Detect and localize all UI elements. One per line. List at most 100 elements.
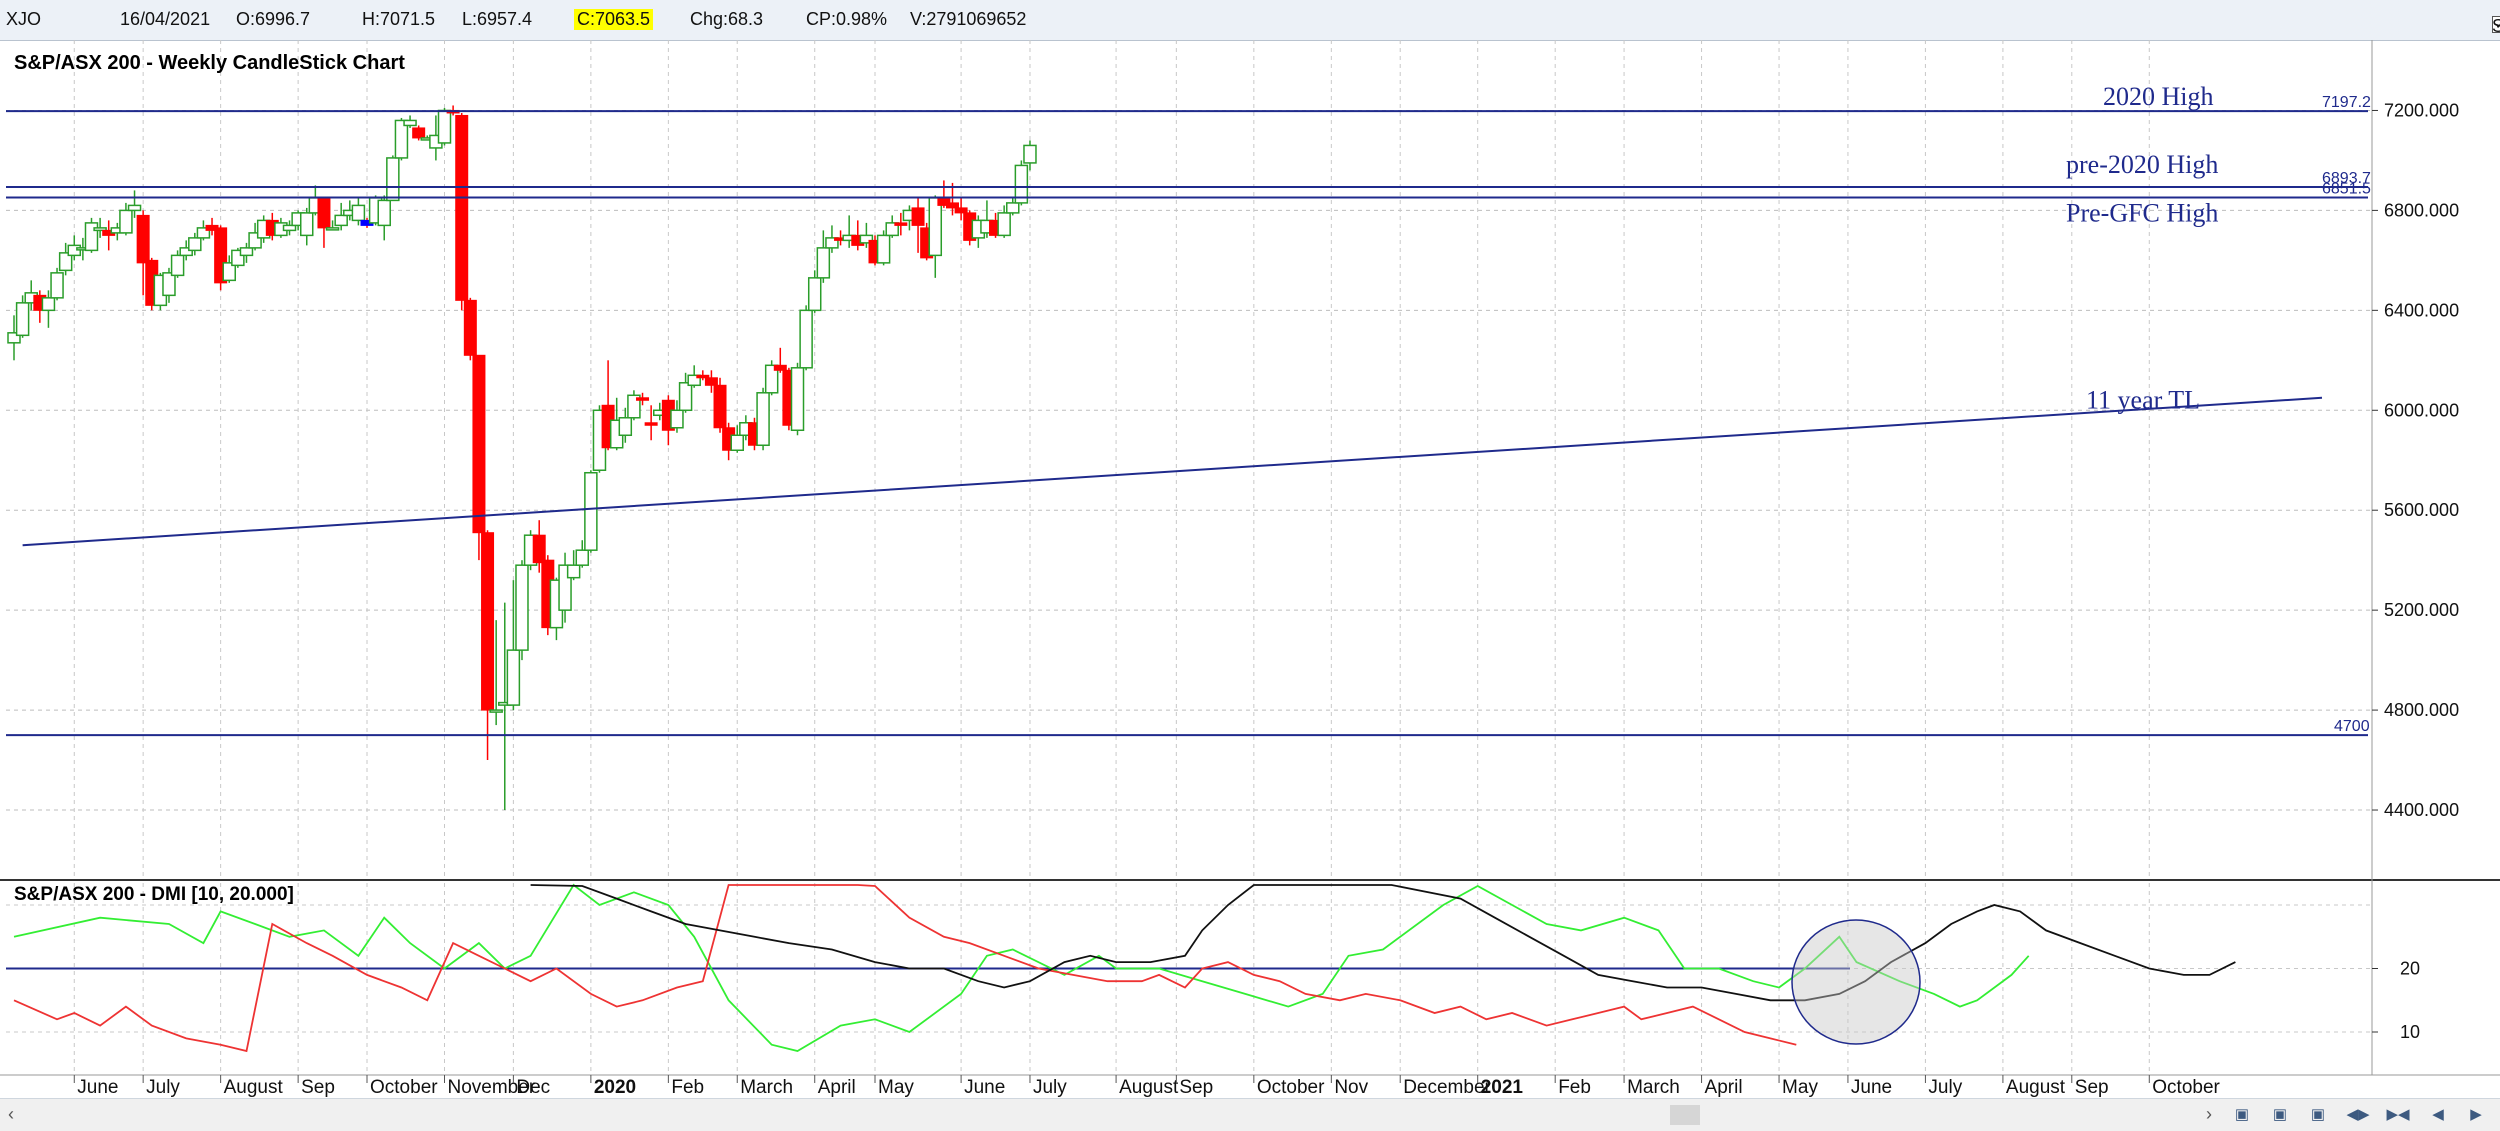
time-tick-label: Sep [301,1077,335,1098]
close-value: C:7063.5 [574,9,654,30]
candles [7,105,1037,811]
candle-body [756,392,770,447]
candle-body [807,277,822,312]
dmi-series-line [13,884,1797,1053]
time-tick-label: July [1928,1077,1962,1098]
dmi-series-line [13,883,2030,1052]
time-tick-label: July [1033,1077,1067,1098]
candle-body [325,227,340,231]
horizontal-scrollbar[interactable]: ‹ › ▣ ▣ ▣ ◀▶ ▶◀ ◀ ▶ [0,1098,2500,1131]
time-tick-label: 2021 [1481,1077,1524,1098]
candle-body [188,237,202,252]
candle-body [136,214,150,264]
zoom-out-icon[interactable]: ▣ [2272,1106,2288,1123]
candle-body [162,272,176,297]
time-tick-label: August [2006,1077,2066,1098]
time-tick-label: April [1705,1077,1743,1098]
candle-body [816,247,831,279]
candle-body [403,119,417,127]
low-value: L:6957.4 [462,9,533,29]
candle-body [894,222,908,226]
candle-body [885,222,899,237]
level-annotation: 2020 High [2103,82,2214,111]
candle-body [670,409,684,429]
candle-body [119,209,133,234]
next-icon[interactable]: ▶ [2470,1106,2482,1123]
candle-body [515,564,529,651]
candle-body [239,247,254,257]
level-annotation: Pre-GFC High [2066,199,2218,228]
candle-body [377,199,391,227]
scroll-thumb[interactable] [1670,1105,1700,1125]
highlight-circle [1791,919,1921,1045]
open-value: O:6996.7 [236,9,311,29]
scroll-right-icon[interactable]: › [2206,1104,2212,1124]
candle-body [84,222,99,252]
candle-body [93,227,107,232]
scroll-left-icon[interactable]: ‹ [8,1104,14,1124]
date-label: 16/04/2021 [120,9,211,29]
candle-body [730,434,744,451]
level-value-label: 6851.5 [2322,181,2371,198]
candle-body [1014,164,1029,204]
candle-body [713,384,727,429]
change-pct-value: CP:0.98% [806,9,888,29]
candle-body [7,332,21,344]
candle-body [773,364,787,371]
time-tick-label: August [1119,1077,1179,1098]
candle-body [299,212,314,237]
time-tick-label: March [1627,1077,1680,1098]
price-tick-label: 6000.000 [2384,400,2459,420]
high-value: H:7071.5 [362,9,436,29]
chart-area[interactable]: 7197.2 2020 High 6893.7 pre-2020 High 6851.5… [0,40,2500,1098]
candle-body [170,254,185,277]
candle-body [1023,144,1037,164]
candle-body [678,382,693,412]
candle-body [50,272,64,299]
symbol-label: XJO [6,9,42,29]
time-tick-label: Feb [1558,1077,1591,1098]
candle-body [704,377,718,386]
candle-body [575,549,590,566]
candle-body [687,374,701,387]
zoom-fit-icon[interactable]: ▣ [2310,1106,2326,1123]
expand-icon[interactable]: ◀▶ [2346,1106,2370,1123]
time-tick-label: May [878,1077,914,1098]
time-tick-label: October [2152,1077,2220,1098]
time-tick-label: October [1257,1077,1325,1098]
trendline [22,396,2323,547]
trendline-label: 11 year TL [2086,385,2200,414]
level-value-label: 4700 [2334,718,2370,735]
price-tick-label: 7200.000 [2384,100,2459,120]
zoom-in-icon[interactable]: ▣ [2234,1106,2250,1123]
level-annotation: pre-2020 High [2066,150,2218,179]
candle-body [764,364,779,394]
candle-body [945,202,959,209]
dmi-tick-label: 10 [2400,1022,2420,1042]
time-tick-label: June [77,1077,118,1098]
dmi-series-line [530,884,2236,1002]
time-tick-label: May [1782,1077,1818,1098]
time-tick-label: August [224,1077,284,1098]
time-tick-label: December [1403,1077,1491,1098]
level-value-label: 7197.2 [2322,94,2371,111]
dmi-panel: 10 20 [6,883,2420,1053]
previous-icon[interactable]: ◀ [2432,1106,2444,1123]
candle-body [644,422,658,426]
quote-bar: XJO 16/04/2021 O:6996.7 H:7071.5 L:6957.… [0,0,2500,41]
show-last-checkbox[interactable]: ✓ [2492,16,2500,33]
candle-body [954,207,968,214]
candle-body [196,227,211,239]
time-tick-label: June [964,1077,1005,1098]
candle-body [437,109,452,144]
price-axis: 4400.000 4800.000 5200.000 5600.000 6000.000… [2372,100,2459,820]
candle-body [41,297,56,312]
candle-body [282,224,297,232]
volume-value: V:2791069652 [910,9,1027,29]
candle-body [799,309,813,369]
change-value: Chg:68.3 [690,9,764,29]
time-tick-label: October [370,1077,438,1098]
candle-body [394,119,409,159]
compress-icon[interactable]: ▶◀ [2386,1106,2410,1123]
